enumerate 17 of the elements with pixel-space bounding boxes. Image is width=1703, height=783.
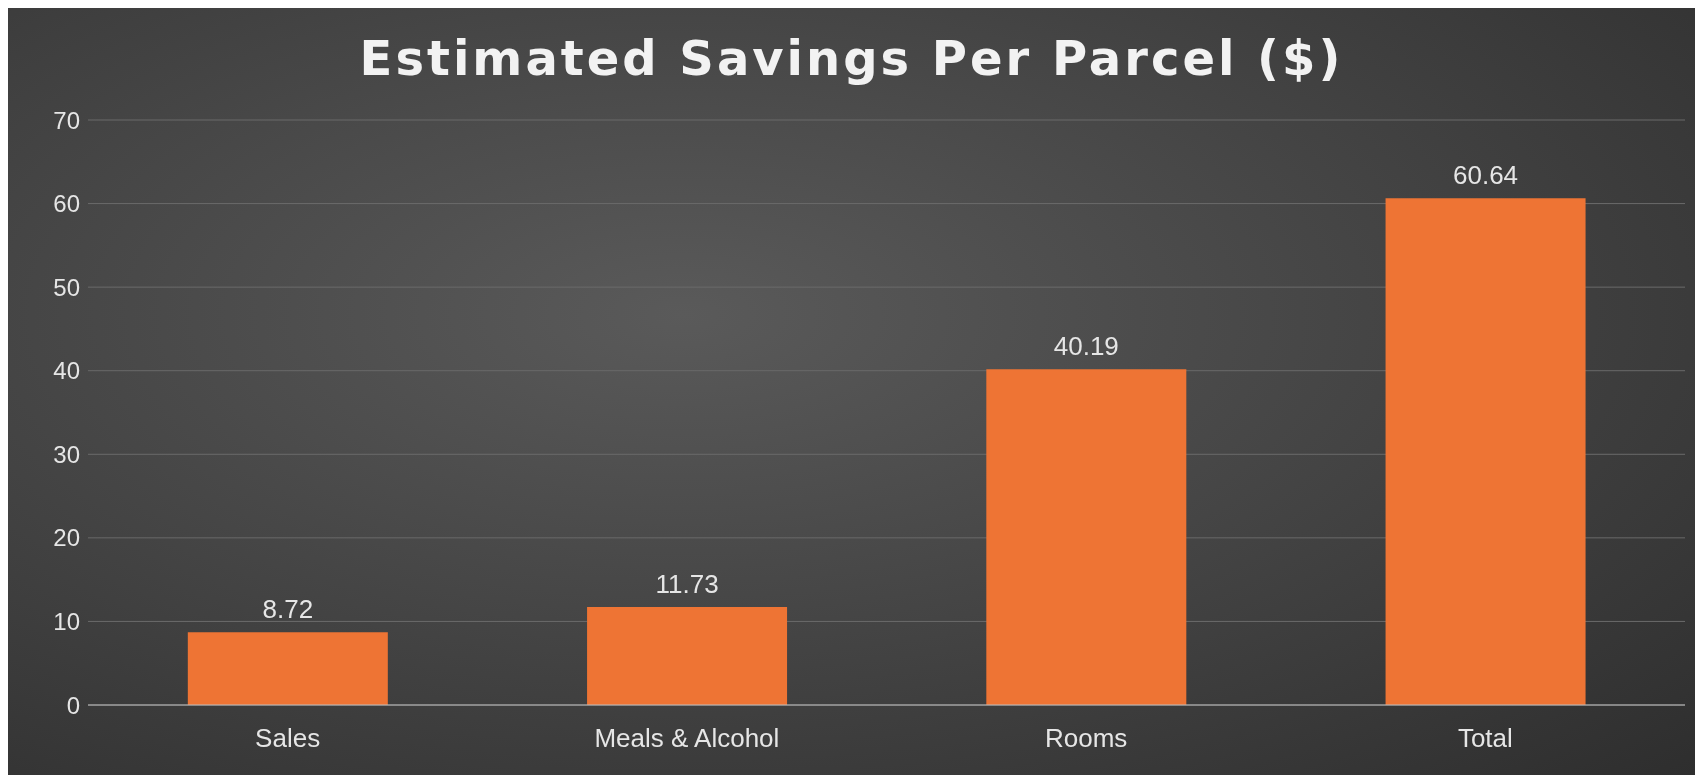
data-label: 8.72 [262, 594, 314, 625]
x-tick-label: Sales [255, 723, 321, 754]
y-tick-label: 30 [53, 440, 80, 468]
x-tick-label: Meals & Alcohol [594, 723, 780, 754]
y-tick-label: 60 [53, 190, 80, 218]
y-tick-label: 40 [53, 357, 80, 385]
y-tick-label: 70 [53, 106, 80, 134]
y-tick-label: 10 [53, 607, 80, 635]
y-tick-label: 50 [53, 273, 80, 301]
data-label: 40.19 [1053, 331, 1119, 362]
x-tick-label: Total [1457, 723, 1513, 754]
data-label: 60.64 [1453, 160, 1519, 191]
y-tick-label: 0 [66, 691, 80, 719]
y-tick-label: 20 [53, 524, 80, 552]
data-label: 11.73 [655, 568, 719, 599]
x-tick-label: Rooms [1044, 723, 1128, 754]
chart-title: Estimated Savings Per Parcel ($) [358, 29, 1345, 88]
